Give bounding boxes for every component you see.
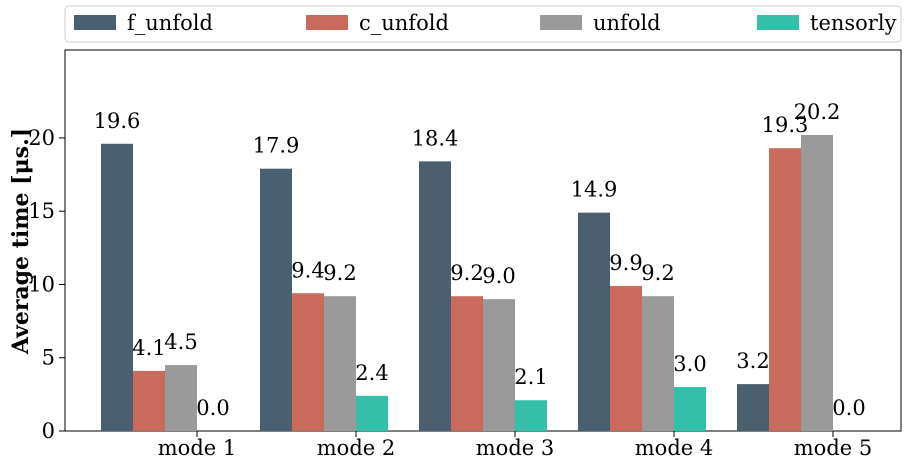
x-tick-label-mode-4: mode 4 bbox=[635, 436, 713, 460]
data-label-tensorly-mode-4: 3.0 bbox=[673, 352, 706, 376]
data-label-tensorly-mode-3: 2.1 bbox=[514, 365, 547, 389]
data-label-c_unfold-mode-3: 9.2 bbox=[450, 261, 483, 285]
bar-f_unfold-mode-3 bbox=[419, 161, 451, 431]
legend-swatch-unfold bbox=[540, 15, 582, 30]
bar-unfold-mode-1 bbox=[165, 365, 197, 431]
data-label-c_unfold-mode-1: 4.1 bbox=[132, 336, 165, 360]
data-label-unfold-mode-5: 20.2 bbox=[794, 100, 841, 124]
bar-tensorly-mode-4 bbox=[674, 387, 706, 431]
data-label-tensorly-mode-1: 0.0 bbox=[196, 396, 229, 420]
data-label-c_unfold-mode-5: 19.3 bbox=[762, 113, 809, 137]
bar-f_unfold-mode-2 bbox=[260, 168, 292, 431]
bar-c_unfold-mode-2 bbox=[292, 293, 324, 431]
bar-tensorly-mode-2 bbox=[356, 395, 388, 431]
legend-label-f_unfold: f_unfold bbox=[127, 11, 213, 35]
bar-f_unfold-mode-5 bbox=[737, 384, 769, 431]
y-axis: 0 5 10 15 20 bbox=[28, 126, 65, 443]
bar-unfold-mode-3 bbox=[483, 299, 515, 431]
data-label-c_unfold-mode-4: 9.9 bbox=[609, 251, 642, 275]
data-label-f_unfold-mode-4: 14.9 bbox=[571, 178, 618, 202]
data-label-tensorly-mode-5: 0.0 bbox=[832, 396, 865, 420]
data-label-f_unfold-mode-5: 3.2 bbox=[736, 349, 769, 373]
data-labels-group: 19.617.9 18.414.93.24.19.4 9.2 9.919.34.59.… bbox=[94, 100, 866, 420]
legend-frame bbox=[64, 5, 902, 43]
data-label-unfold-mode-4: 9.2 bbox=[641, 261, 674, 285]
bar-unfold-mode-5 bbox=[801, 134, 833, 431]
data-label-f_unfold-mode-1: 19.6 bbox=[94, 109, 141, 133]
y-tick-label-10: 10 bbox=[28, 272, 55, 296]
data-label-unfold-mode-3: 9.0 bbox=[482, 264, 515, 288]
x-tick-label-mode-1: mode 1 bbox=[158, 436, 236, 460]
data-label-tensorly-mode-2: 2.4 bbox=[355, 361, 388, 385]
y-axis-label: Average time [μs.] bbox=[8, 128, 34, 355]
bar-c_unfold-mode-4 bbox=[610, 285, 642, 431]
y-tick-label-20: 20 bbox=[28, 126, 55, 150]
y-tick-label-15: 15 bbox=[28, 199, 55, 223]
bar-unfold-mode-4 bbox=[642, 296, 674, 431]
data-label-unfold-mode-2: 9.2 bbox=[323, 261, 356, 285]
legend-swatch-c_unfold bbox=[306, 15, 348, 30]
legend-swatch-f_unfold bbox=[74, 15, 116, 30]
y-tick-label-5: 5 bbox=[42, 346, 55, 370]
data-label-c_unfold-mode-2: 9.4 bbox=[291, 258, 324, 282]
bar-f_unfold-mode-4 bbox=[578, 212, 610, 431]
bars-group bbox=[101, 134, 833, 432]
legend: f_unfold c_unfold unfold tensorly bbox=[64, 5, 902, 43]
bar-tensorly-mode-3 bbox=[515, 400, 547, 431]
legend-label-unfold: unfold bbox=[593, 11, 661, 35]
bar-c_unfold-mode-1 bbox=[133, 370, 165, 431]
data-label-f_unfold-mode-3: 18.4 bbox=[412, 126, 459, 150]
legend-swatch-tensorly bbox=[757, 15, 799, 30]
x-tick-label-mode-5: mode 5 bbox=[794, 436, 872, 460]
x-tick-label-mode-2: mode 2 bbox=[317, 436, 395, 460]
bar-c_unfold-mode-5 bbox=[769, 148, 801, 431]
y-tick-label-0: 0 bbox=[42, 419, 55, 443]
x-tick-label-mode-3: mode 3 bbox=[476, 436, 554, 460]
data-label-f_unfold-mode-2: 17.9 bbox=[253, 134, 300, 158]
legend-label-tensorly: tensorly bbox=[810, 11, 897, 35]
x-axis: mode 1 mode 2 mode 3 mode 4 mode 5 bbox=[158, 431, 872, 460]
data-label-unfold-mode-1: 4.5 bbox=[164, 330, 197, 354]
bar-f_unfold-mode-1 bbox=[101, 143, 133, 432]
legend-label-c_unfold: c_unfold bbox=[359, 11, 449, 35]
bar-c_unfold-mode-3 bbox=[451, 296, 483, 431]
bar-unfold-mode-2 bbox=[324, 296, 356, 431]
